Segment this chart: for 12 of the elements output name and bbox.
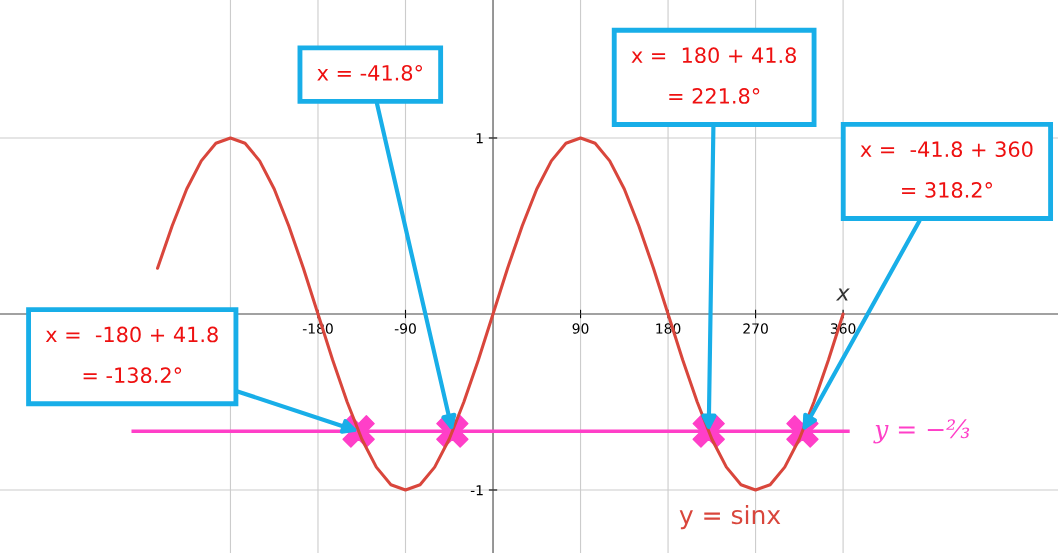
y-tick-label: -1	[470, 485, 483, 496]
x-tick-label: 90	[572, 323, 589, 334]
series-label: y = sinx	[679, 504, 781, 530]
x-axis-title: x	[835, 288, 850, 301]
annotation: x = -41.8°	[317, 64, 422, 81]
annotation: x = 180 + 41.8 = 221.8°	[631, 47, 796, 104]
annotation: x = -180 + 41.8 = -138.2°	[45, 326, 218, 384]
x-tick-label: -90	[394, 323, 416, 334]
annotation: x = -41.8 + 360 = 318.2°	[860, 141, 1033, 198]
y-tick-label: 1	[476, 133, 483, 144]
ref-line-label: y = −⅔	[873, 419, 970, 444]
x-tick-label: 270	[743, 323, 768, 334]
